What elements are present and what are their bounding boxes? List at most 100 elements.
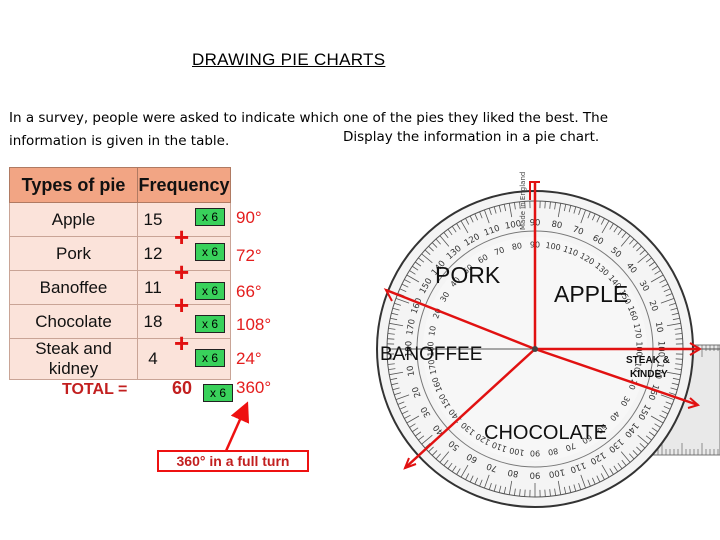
protractor-number: 60 <box>591 233 605 247</box>
protractor-tick <box>508 203 513 218</box>
protractor-tick <box>670 387 678 391</box>
protractor-tick <box>668 302 676 306</box>
protractor-tick <box>451 226 457 233</box>
protractor-tick <box>391 382 399 386</box>
protractor-number: 90 <box>530 470 541 480</box>
protractor-tick <box>671 312 679 316</box>
protractor-tick <box>397 401 405 405</box>
protractor-tick <box>674 328 682 330</box>
multiplier-badge: x 6 <box>195 349 225 367</box>
protractor-tick <box>447 229 453 236</box>
protractor-tick <box>632 450 639 456</box>
protractor-number: 170 <box>632 323 644 340</box>
protractor-tick <box>469 215 474 223</box>
made-in-label: Made in England <box>519 172 527 230</box>
protractor-tick <box>395 298 410 304</box>
protractor-tick <box>479 479 483 487</box>
protractor-tick <box>387 363 395 365</box>
protractor-tick <box>401 410 409 415</box>
protractor-tick <box>557 203 562 218</box>
protractor-tick <box>670 307 678 311</box>
header-types: Types of pie <box>9 167 138 203</box>
protractor-tick <box>663 288 671 293</box>
protractor-tick <box>554 488 556 496</box>
protractor-number: 70 <box>493 245 506 257</box>
protractor-tick <box>650 274 664 283</box>
protractor-tick <box>428 446 434 453</box>
protractor-tick <box>443 232 449 239</box>
protractor-tick <box>609 223 614 230</box>
protractor-number: 30 <box>438 290 451 303</box>
protractor-tick <box>639 249 646 255</box>
protractor-tick <box>645 257 652 263</box>
protractor-tick <box>609 468 614 475</box>
pie-type-steak-kidney: Steak and kidney <box>9 338 138 380</box>
protractor-tick <box>620 235 631 247</box>
protractor-tick <box>591 477 596 485</box>
protractor-tick <box>428 245 434 252</box>
protractor-tick <box>418 257 425 263</box>
protractor-tick <box>672 317 680 321</box>
protractor-number: 100 <box>509 446 526 458</box>
multiplier-badge: x 6 <box>195 315 225 333</box>
protractor-tick <box>665 401 673 405</box>
total-label: TOTAL = <box>62 381 128 398</box>
protractor-tick <box>479 211 483 219</box>
protractor-number: 10 <box>653 321 665 333</box>
protractor-number: 10 <box>632 361 643 373</box>
protractor-number: 170 <box>405 318 418 336</box>
protractor-tick <box>404 279 411 284</box>
protractor-number: 70 <box>564 441 577 453</box>
protractor-tick <box>421 434 433 445</box>
protractor-tick <box>674 368 682 370</box>
protractor-tick <box>409 423 416 428</box>
protractor-tick <box>431 242 438 248</box>
page-title: DRAWING PIE CHARTS <box>192 50 386 69</box>
protractor-tick <box>451 465 457 472</box>
protractor-number: 20 <box>431 307 443 320</box>
protractor-number: 60 <box>476 252 489 265</box>
protractor-tick <box>554 202 556 210</box>
degrees-steak-kidney: 24° <box>236 349 262 368</box>
protractor-tick <box>388 368 396 370</box>
protractor-tick <box>415 431 422 437</box>
sector-lines <box>385 182 700 469</box>
protractor-number: 80 <box>551 220 563 232</box>
protractor-number: 170 <box>652 362 665 380</box>
protractor-tick <box>508 480 513 495</box>
protractor-tick <box>456 468 461 475</box>
protractor-tick <box>519 489 521 497</box>
protractor-tick <box>632 242 639 248</box>
protractor-tick <box>666 371 681 376</box>
protractor-tick <box>412 427 419 433</box>
protractor-number: 70 <box>485 460 499 473</box>
protractor-tick <box>645 435 652 441</box>
protractor-number: 20 <box>627 378 639 391</box>
protractor-tick <box>447 462 453 469</box>
protractor-tick <box>587 211 591 219</box>
plus-sign: + <box>174 257 190 287</box>
plus-sign: + <box>174 290 190 320</box>
protractor-tick <box>620 451 631 463</box>
protractor-tick <box>406 274 420 283</box>
protractor-tick <box>394 392 402 396</box>
protractor-tick <box>613 226 619 233</box>
protractor-number: 100 <box>504 219 522 232</box>
total-degrees: 360° <box>236 378 272 397</box>
protractor-tick <box>488 208 492 216</box>
multiplier-badge: x 6 <box>195 282 225 300</box>
multiplier-badge: x 6 <box>195 208 225 226</box>
protractor-tick <box>399 405 407 410</box>
protractor-tick <box>637 434 649 445</box>
table-row: Chocolate 18 <box>9 304 231 339</box>
table-row: Steak and kidney 4 <box>9 338 231 380</box>
protractor-tick <box>390 377 398 381</box>
protractor-tick <box>474 213 479 221</box>
protractor-tick <box>563 204 567 212</box>
protractor-tick <box>391 312 399 316</box>
protractor-tick <box>493 484 497 492</box>
protractor-tick <box>435 238 441 245</box>
protractor-number: 30 <box>619 394 632 407</box>
sector-line-pork-banoffee <box>385 288 536 351</box>
